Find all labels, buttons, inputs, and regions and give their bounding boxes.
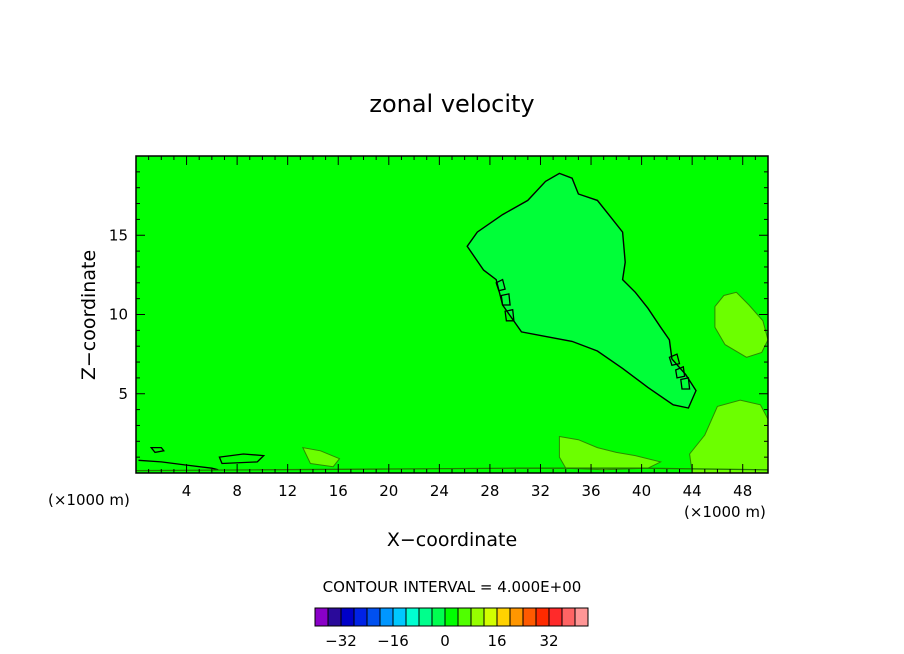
colorbar-swatch xyxy=(353,607,368,627)
colorbar-swatch xyxy=(379,607,394,627)
colorbar-swatch xyxy=(535,607,550,627)
colorbar-swatch xyxy=(405,607,420,627)
x-axis-label: X−coordinate xyxy=(387,529,517,551)
colorbar: −32 −16 0 16 32 xyxy=(314,607,589,650)
contour-line-mid-streak xyxy=(218,453,266,465)
colorbar-tick-label: −16 xyxy=(377,632,409,650)
x-tick-label: 20 xyxy=(379,482,398,500)
x-tick-label: 24 xyxy=(430,482,449,500)
contour-region-negative-core xyxy=(466,172,697,409)
colorbar-tick-label: 32 xyxy=(539,632,558,650)
colorbar-swatch xyxy=(548,607,563,627)
colorbar-swatch xyxy=(496,607,511,627)
contour-region-positive-surface-2 xyxy=(558,435,663,471)
colorbar-tick-label: 16 xyxy=(487,632,506,650)
x-tick-label: 16 xyxy=(329,482,348,500)
plot-background xyxy=(136,156,768,473)
colorbar-swatch xyxy=(444,607,459,627)
colorbar-tick-label: 0 xyxy=(440,632,450,650)
x-tick-label: 8 xyxy=(232,482,242,500)
x-unit-left: (×1000 m) xyxy=(48,491,130,509)
colorbar-swatch xyxy=(470,607,485,627)
contour-region-positive-surface-1 xyxy=(301,446,341,468)
contour-line-small-ring-6 xyxy=(680,377,691,390)
x-tick-label: 44 xyxy=(683,482,702,500)
colorbar-swatch xyxy=(314,607,329,627)
contour-line-small-ring-2 xyxy=(500,293,511,306)
contour-line-left-blob xyxy=(149,446,165,454)
x-tick-label: 28 xyxy=(480,482,499,500)
contour-interval-label: CONTOUR INTERVAL = 4.000E+00 xyxy=(323,578,582,596)
colorbar-swatch xyxy=(483,607,498,627)
colorbar-tick-label: −32 xyxy=(325,632,357,650)
x-unit-right: (×1000 m) xyxy=(684,503,766,521)
colorbar-swatch xyxy=(574,607,589,627)
contour-line-small-ring-1 xyxy=(495,278,506,292)
contour-line-small-ring-5 xyxy=(674,365,686,379)
x-tick-label: 32 xyxy=(531,482,550,500)
colorbar-swatch xyxy=(418,607,433,627)
colorbar-swatch xyxy=(340,607,355,627)
x-tick-label: 48 xyxy=(733,482,752,500)
x-tick-label: 36 xyxy=(581,482,600,500)
x-tick-label: 40 xyxy=(632,482,651,500)
x-tick-label: 4 xyxy=(182,482,192,500)
colorbar-swatch xyxy=(392,607,407,627)
colorbar-swatch xyxy=(366,607,381,627)
colorbar-swatch xyxy=(457,607,472,627)
colorbar-swatch xyxy=(509,607,524,627)
y-axis-label: Z−coordinate xyxy=(78,250,100,380)
y-tick-label: 15 xyxy=(109,226,128,244)
colorbar-swatch xyxy=(522,607,537,627)
y-tick-label: 5 xyxy=(118,385,128,403)
colorbar-swatch xyxy=(431,607,446,627)
contour-line-surface-line xyxy=(135,467,769,472)
colorbar-swatch xyxy=(327,607,342,627)
y-tick-label: 10 xyxy=(109,306,128,324)
chart-title: zonal velocity xyxy=(369,90,534,118)
contour-line-small-ring-4 xyxy=(668,353,681,366)
colorbar-swatch xyxy=(561,607,576,627)
x-tick-label: 12 xyxy=(278,482,297,500)
contour-line-small-ring-3 xyxy=(504,308,515,322)
